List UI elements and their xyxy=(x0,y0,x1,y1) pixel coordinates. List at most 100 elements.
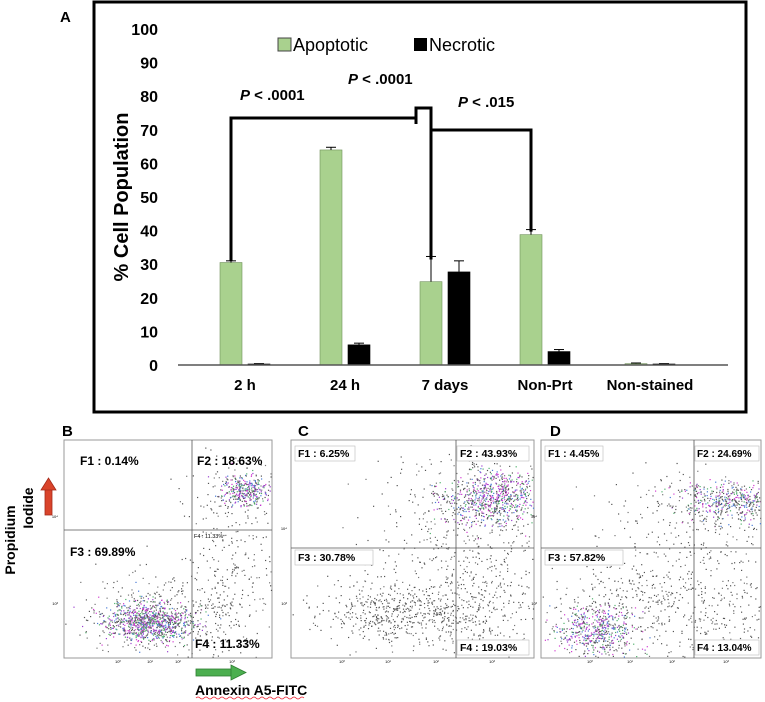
event-dot xyxy=(132,623,134,625)
event-dot xyxy=(184,611,186,613)
event-dot xyxy=(625,623,627,625)
event-dot xyxy=(591,644,593,646)
event-dot xyxy=(470,506,472,508)
event-dot xyxy=(438,591,440,593)
event-dot xyxy=(450,612,452,614)
event-dot xyxy=(663,576,665,579)
event-dot xyxy=(505,491,507,493)
y-tick-label: 60 xyxy=(140,156,158,173)
event-dot xyxy=(244,480,246,483)
event-dot xyxy=(257,491,259,493)
event-dot xyxy=(607,602,609,604)
event-dot xyxy=(458,594,460,596)
event-dot xyxy=(173,608,175,610)
event-dot xyxy=(149,622,151,625)
event-dot xyxy=(245,474,247,476)
event-dot xyxy=(705,507,707,509)
event-dot xyxy=(467,508,469,510)
event-dot xyxy=(98,624,101,626)
event-dot xyxy=(99,616,101,618)
event-dot xyxy=(224,605,226,607)
event-dot xyxy=(752,513,754,515)
event-dot xyxy=(744,497,746,499)
event-dot xyxy=(642,617,644,619)
event-dot xyxy=(700,491,702,493)
event-dot xyxy=(183,632,185,634)
event-dot xyxy=(669,522,671,524)
y-tick-label: 50 xyxy=(140,190,158,207)
event-dot xyxy=(625,632,627,634)
event-dot xyxy=(516,478,518,480)
event-dot xyxy=(137,618,139,620)
event-dot xyxy=(496,490,498,493)
event-dot xyxy=(209,464,212,466)
event-dot xyxy=(479,606,481,608)
event-dot xyxy=(385,638,387,640)
event-dot xyxy=(489,515,491,517)
event-dot xyxy=(592,568,594,571)
event-dot xyxy=(745,513,747,515)
event-dot xyxy=(528,475,530,477)
event-dot xyxy=(631,624,633,626)
event-dot xyxy=(740,489,742,491)
event-dot xyxy=(736,496,738,498)
event-dot xyxy=(510,498,512,501)
event-dot xyxy=(499,495,501,497)
event-dot xyxy=(717,519,719,521)
event-dot xyxy=(526,491,528,494)
event-dot xyxy=(467,626,469,628)
event-dot xyxy=(500,493,502,495)
event-dot xyxy=(373,601,375,603)
event-dot xyxy=(234,475,236,477)
event-dot xyxy=(427,602,429,604)
event-dot xyxy=(171,631,174,633)
event-dot xyxy=(388,555,390,557)
event-dot xyxy=(221,651,224,653)
event-dot xyxy=(351,630,353,632)
event-dot xyxy=(604,649,606,651)
event-dot xyxy=(736,488,738,490)
event-dot xyxy=(161,632,163,635)
event-dot xyxy=(142,631,144,634)
event-dot xyxy=(709,505,711,507)
event-dot xyxy=(146,601,148,603)
event-dot xyxy=(144,623,146,625)
event-dot xyxy=(149,620,151,623)
event-dot xyxy=(161,614,163,616)
event-dot xyxy=(759,523,761,525)
event-dot xyxy=(246,494,248,496)
event-dot xyxy=(161,620,163,622)
event-dot xyxy=(451,575,453,577)
event-dot xyxy=(386,618,388,620)
event-dot xyxy=(394,609,396,612)
event-dot xyxy=(704,495,706,497)
event-dot xyxy=(664,488,666,490)
event-dot xyxy=(576,626,578,628)
event-dot xyxy=(463,560,465,562)
event-dot xyxy=(500,529,502,531)
event-dot xyxy=(176,636,178,638)
event-dot xyxy=(117,604,119,606)
event-dot xyxy=(498,490,500,492)
event-dot xyxy=(243,497,245,500)
event-dot xyxy=(264,491,266,493)
event-dot xyxy=(647,506,649,509)
event-dot xyxy=(180,615,183,617)
event-dot xyxy=(223,495,225,497)
event-dot xyxy=(252,469,254,472)
event-dot xyxy=(618,615,620,617)
event-dot xyxy=(232,488,235,490)
event-dot xyxy=(125,615,127,617)
event-dot xyxy=(580,633,582,635)
event-dot xyxy=(246,640,248,642)
event-dot xyxy=(697,529,699,531)
event-dot xyxy=(622,607,624,609)
event-dot xyxy=(146,614,148,616)
event-dot xyxy=(129,615,132,617)
event-dot xyxy=(461,493,463,495)
event-dot xyxy=(496,587,498,589)
event-dot xyxy=(181,558,183,561)
event-dot xyxy=(485,492,488,494)
event-dot xyxy=(252,486,254,488)
event-dot xyxy=(216,568,218,570)
